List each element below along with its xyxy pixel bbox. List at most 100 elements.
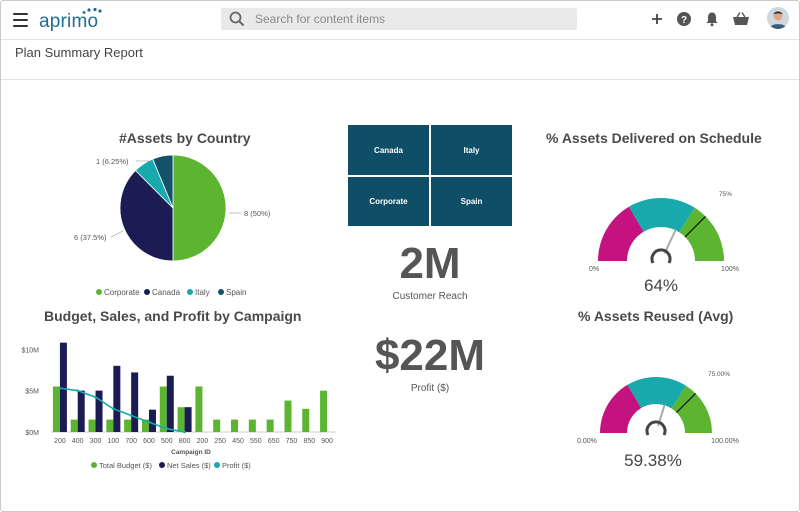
legend-marker-budget <box>91 462 97 468</box>
bar-chart-title: Budget, Sales, and Profit by Campaign <box>44 308 302 324</box>
search-icon <box>229 11 245 27</box>
bar-total-budget[interactable] <box>284 400 292 432</box>
bar-net-sales[interactable] <box>59 342 67 432</box>
search-bar[interactable] <box>221 8 577 30</box>
gauge-delivered: 0% 100% 75% <box>589 191 739 273</box>
bar-total-budget[interactable] <box>88 419 96 432</box>
x-tick-label: 500 <box>161 438 173 445</box>
x-tick-label: 450 <box>232 438 244 445</box>
bar-total-budget[interactable] <box>195 386 203 433</box>
bar-legend-profit: Profit ($) <box>222 461 251 470</box>
pie-chart-title: #Assets by Country <box>119 130 251 146</box>
profit-point[interactable] <box>58 386 62 390</box>
x-tick-label: 750 <box>286 438 298 445</box>
profit-point[interactable] <box>76 389 80 392</box>
x-axis-title: Campaign ID <box>171 449 211 456</box>
search-input[interactable] <box>255 8 565 30</box>
profit-point[interactable] <box>165 427 169 430</box>
gauge-target-marker <box>684 216 706 238</box>
profit-line[interactable] <box>59 387 185 433</box>
legend-marker-corporate <box>96 289 102 295</box>
bar-total-budget[interactable] <box>248 419 256 432</box>
bar-net-sales[interactable] <box>77 390 85 432</box>
profit-point[interactable] <box>94 395 97 399</box>
pie-slice-spain[interactable] <box>152 154 174 209</box>
gauge-reused: 0.00% 100.00% 75.00% <box>577 371 739 445</box>
bar-net-sales[interactable] <box>131 372 139 432</box>
x-tick-label: 200 <box>197 438 209 445</box>
bar-total-budget[interactable] <box>320 390 328 432</box>
bar-net-sales[interactable] <box>95 390 103 432</box>
logo-text: aprimo <box>39 11 99 32</box>
tile-italy[interactable]: Italy <box>431 125 512 175</box>
divider <box>1 79 799 80</box>
bar-total-budget[interactable] <box>231 419 239 432</box>
x-tick-label: 550 <box>250 438 262 445</box>
gauge-band-mid <box>628 198 695 233</box>
bar-total-budget[interactable] <box>177 407 185 432</box>
bar-total-budget[interactable] <box>266 419 274 432</box>
profit-point[interactable] <box>147 420 151 424</box>
bar-total-budget[interactable] <box>213 419 221 432</box>
gauge-hub <box>645 420 667 436</box>
bar-total-budget[interactable] <box>159 386 167 433</box>
legend-marker-italy <box>187 289 193 295</box>
bar-total-budget[interactable] <box>124 419 132 432</box>
gauge-band-mid <box>627 377 687 409</box>
bar-total-budget[interactable] <box>70 419 78 432</box>
plus-icon[interactable] <box>649 11 665 27</box>
y-tick-label: $5M <box>25 389 39 396</box>
profit-point[interactable] <box>183 430 186 434</box>
user-avatar[interactable] <box>767 7 789 29</box>
kpi-profit-value: $22M <box>374 331 486 380</box>
x-tick-label: 850 <box>303 438 315 445</box>
aprimo-logo[interactable]: aprimo <box>39 6 109 34</box>
x-tick-label: 700 <box>125 438 137 445</box>
gauge-target-marker <box>676 392 697 413</box>
kpi-profit-label: Profit ($) <box>410 383 450 394</box>
x-tick-label: 650 <box>268 438 280 445</box>
gauge-hub <box>650 248 672 264</box>
x-tick-label: 200 <box>54 438 66 445</box>
legend-marker-canada <box>144 289 150 295</box>
legend-marker-profit <box>214 462 220 468</box>
kpi-customer-reach-label: Customer Reach <box>392 291 468 302</box>
gauge-band-low <box>600 384 642 433</box>
bar-total-budget[interactable] <box>106 419 114 432</box>
pie-label-corporate: 8 (50%) <box>244 209 271 218</box>
tile-corporate[interactable]: Corporate <box>348 177 429 226</box>
pie-label-spain: 1 (6.25%) <box>96 157 129 166</box>
help-icon[interactable]: ? <box>676 11 692 27</box>
gauge1-title: % Assets Delivered on Schedule <box>546 130 762 146</box>
tile-spain[interactable]: Spain <box>431 177 512 226</box>
legend-marker-spain <box>218 289 224 295</box>
x-tick-label: 400 <box>72 438 84 445</box>
bell-icon[interactable] <box>704 11 720 27</box>
gauge1-value: 64% <box>643 276 679 295</box>
svg-text:?: ? <box>681 15 687 26</box>
profit-point[interactable] <box>129 414 133 417</box>
tile-canada[interactable]: Canada <box>348 125 429 175</box>
pie-legend-spain: Spain <box>226 288 246 297</box>
x-tick-label: 250 <box>214 438 226 445</box>
bar-total-budget[interactable] <box>141 419 149 432</box>
profit-point[interactable] <box>112 407 115 411</box>
bar-net-sales[interactable] <box>166 375 174 432</box>
hamburger-menu-icon[interactable] <box>13 13 28 27</box>
bar-net-sales[interactable] <box>113 365 121 432</box>
basket-icon[interactable] <box>732 11 750 27</box>
pie-slice-canada[interactable] <box>119 169 174 262</box>
bar-net-sales[interactable] <box>148 409 156 432</box>
bar-total-budget[interactable] <box>52 386 60 433</box>
bar-net-sales[interactable] <box>184 407 192 432</box>
bar-legend-sales: Net Sales ($) <box>167 461 211 470</box>
pie-slice-corporate[interactable] <box>172 154 227 262</box>
gauge2-value: 59.38% <box>624 451 682 470</box>
x-tick-label: 900 <box>321 438 333 445</box>
gauge1-target-label: 75% <box>719 191 732 198</box>
pie-label-canada: 6 (37.5%) <box>74 233 107 242</box>
bar-total-budget[interactable] <box>302 408 310 432</box>
page-title: Plan Summary Report <box>15 45 143 60</box>
kpi-customer-reach-value: 2M <box>399 239 461 288</box>
